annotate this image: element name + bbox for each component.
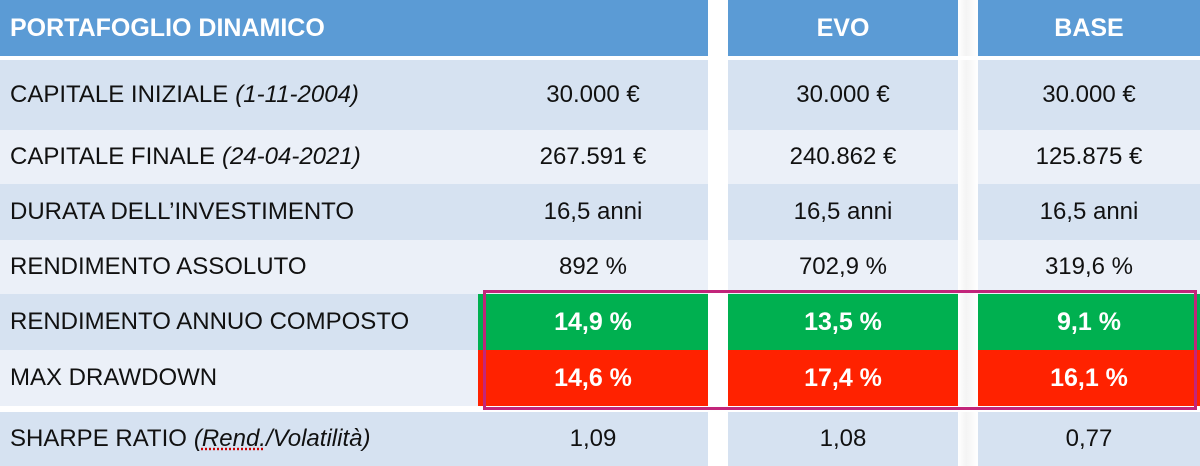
table-row-rendimento-annuo: RENDIMENTO ANNUO COMPOSTO 14,9 % 13,5 % … — [0, 294, 1200, 350]
table-cell: 892 % — [478, 240, 708, 294]
positive-value-cell: 14,9 % — [478, 294, 708, 350]
table-cell: 16,5 anni — [728, 184, 958, 240]
row-label: RENDIMENTO ASSOLUTO — [0, 240, 478, 294]
table-cell: 267.591 € — [478, 130, 708, 184]
table-row-durata: DURATA DELL’INVESTIMENTO 16,5 anni 16,5 … — [0, 184, 1200, 240]
positive-value-cell: 13,5 % — [728, 294, 958, 350]
row-note: (1-11-2004) — [235, 81, 359, 108]
table-cell: 30.000 € — [478, 60, 708, 130]
table-row-capitale-finale: CAPITALE FINALE (24-04-2021) 267.591 € 2… — [0, 130, 1200, 184]
row-label: MAX DRAWDOWN — [0, 350, 478, 406]
table-row-sharpe-ratio: SHARPE RATIO (Rend./Volatilità) 1,09 1,0… — [0, 412, 1200, 466]
table-cell: 16,5 anni — [978, 184, 1200, 240]
table-cell: 319,6 % — [978, 240, 1200, 294]
negative-value-cell: 14,6 % — [478, 350, 708, 406]
table-row-capitale-iniziale: CAPITALE INIZIALE (1-11-2004) 30.000 € 3… — [0, 60, 1200, 130]
column-header-evo: EVO — [728, 0, 958, 56]
row-label: CAPITALE INIZIALE (1-11-2004) — [0, 60, 478, 130]
table-cell: 30.000 € — [978, 60, 1200, 130]
row-note: (Rend./Volatilità) — [193, 425, 371, 452]
table-cell: 702,9 % — [728, 240, 958, 294]
table-row-rendimento-assoluto: RENDIMENTO ASSOLUTO 892 % 702,9 % 319,6 … — [0, 240, 1200, 294]
row-label: SHARPE RATIO (Rend./Volatilità) — [0, 412, 478, 466]
negative-value-cell: 16,1 % — [978, 350, 1200, 406]
column-header-1 — [478, 0, 708, 56]
positive-value-cell: 9,1 % — [978, 294, 1200, 350]
table-cell: 30.000 € — [728, 60, 958, 130]
table-cell: 125.875 € — [978, 130, 1200, 184]
table-cell: 240.862 € — [728, 130, 958, 184]
table-cell: 16,5 anni — [478, 184, 708, 240]
column-header-base: BASE — [978, 0, 1200, 56]
row-label: CAPITALE FINALE (24-04-2021) — [0, 130, 478, 184]
row-label: DURATA DELL’INVESTIMENTO — [0, 184, 478, 240]
negative-value-cell: 17,4 % — [728, 350, 958, 406]
table-cell: 0,77 — [978, 412, 1200, 466]
table-header-row: PORTAFOGLIO DINAMICO EVO BASE — [0, 0, 1200, 56]
table-cell: 1,09 — [478, 412, 708, 466]
row-label: RENDIMENTO ANNUO COMPOSTO — [0, 294, 478, 350]
table-title: PORTAFOGLIO DINAMICO — [0, 0, 478, 56]
table-row-max-drawdown: MAX DRAWDOWN 14,6 % 17,4 % 16,1 % — [0, 350, 1200, 406]
row-note: (24-04-2021) — [221, 143, 361, 170]
table-cell: 1,08 — [728, 412, 958, 466]
